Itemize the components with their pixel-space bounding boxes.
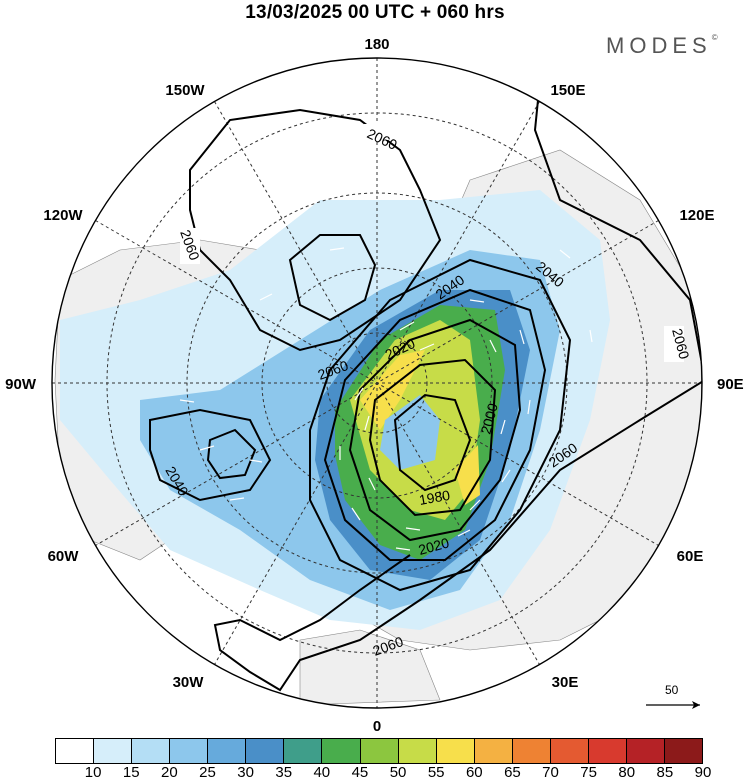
- contour-1960: [393, 393, 472, 492]
- contour-label: 1980: [418, 487, 452, 508]
- contour-2060-low: [288, 234, 377, 322]
- colorbar-tick-label: 70: [542, 764, 559, 781]
- colorbar-swatch: [170, 739, 209, 763]
- longitude-labels: 180 150E 120E 90E 60E 30E 0 30W 60W 90W …: [5, 36, 744, 735]
- colorbar-tick-label: 60: [465, 764, 483, 781]
- lon-label-60w: 60W: [48, 548, 80, 565]
- contour-2060-north: [213, 79, 702, 692]
- contour-2040-atlantic: [149, 408, 272, 502]
- wind-arrow: [339, 299, 531, 551]
- lon-label-150e: 150E: [550, 82, 585, 99]
- colorbar-swatch: [322, 739, 361, 763]
- colorbar-tick-label: 30: [237, 764, 254, 781]
- colorbar-tick-label: 90: [694, 764, 712, 781]
- colorbar-tick-label: 50: [389, 764, 407, 781]
- contour-2000: [348, 318, 522, 542]
- modes-logo: MODES©: [606, 33, 718, 59]
- colorbar-tick-label: 75: [580, 764, 597, 781]
- contour-1980: [368, 358, 497, 517]
- reference-vector: [646, 701, 700, 709]
- map-disc-content: [52, 58, 702, 708]
- reference-vector-label: 50: [665, 683, 679, 697]
- colorbar-tick-label: 35: [275, 764, 293, 781]
- colorbar-tick-label: 15: [122, 764, 140, 781]
- contour-label-bg: [364, 124, 400, 140]
- colorbar-swatch: [474, 739, 513, 763]
- reference-arrow-head: [692, 701, 700, 709]
- colorbar-swatch: [94, 739, 133, 763]
- lon-label-30e: 30E: [552, 674, 579, 691]
- colorbar: [55, 738, 703, 764]
- colorbar-swatch: [56, 739, 95, 763]
- lon-label-30w: 30W: [173, 674, 205, 691]
- contour-2060-pacific: [189, 108, 442, 352]
- colorbar-tick-label: 65: [504, 764, 521, 781]
- colorbar-tick-label: 85: [656, 764, 674, 781]
- contour-label-bg: [180, 228, 200, 264]
- colorbar-tick-label: 10: [84, 764, 102, 781]
- colorbar-swatch: [132, 739, 171, 763]
- contour-label: 2020: [417, 534, 451, 558]
- colorbar-tick-label: 45: [351, 764, 369, 781]
- colorbar-tick-label: 55: [427, 764, 445, 781]
- colorbar-swatch: [665, 739, 703, 763]
- contour-2040-main: [309, 258, 572, 592]
- lon-label-180: 180: [364, 36, 389, 53]
- contour-2020: [323, 288, 547, 561]
- colorbar-swatch: [588, 739, 627, 763]
- contour-label: 2060: [669, 327, 693, 361]
- lon-label-120e: 120E: [679, 207, 714, 224]
- meridian-120e-60w: [95, 220, 659, 546]
- lon-label-60e: 60E: [677, 548, 704, 565]
- lon-label-90e: 90E: [717, 376, 744, 393]
- colorbar-tick-label: 20: [161, 764, 178, 781]
- colorbar-tick-label: 40: [313, 764, 331, 781]
- colorbar-swatch: [626, 739, 665, 763]
- lon-label-120w: 120W: [43, 207, 83, 224]
- map-title: 13/03/2025 00 UTC + 060 hrs: [245, 2, 505, 23]
- map-border: [51, 57, 703, 709]
- wind-vectors: [179, 247, 593, 551]
- colorbar-swatch: [436, 739, 475, 763]
- contour-label-bg: [664, 326, 684, 362]
- copyright-mark: ©: [711, 33, 718, 42]
- colorbar-swatch: [512, 739, 551, 763]
- lon-label-0: 0: [373, 718, 381, 735]
- colorbar-tick-label: 25: [199, 764, 216, 781]
- colorbar-tick-label: 80: [618, 764, 636, 781]
- height-contours: [149, 79, 702, 692]
- contour-label: 2000: [477, 401, 501, 435]
- colorbar-swatch: [246, 739, 285, 763]
- contour-2040-inner: [206, 428, 257, 480]
- lon-label-150w: 150W: [165, 82, 205, 99]
- lon-label-90w: 90W: [5, 376, 37, 393]
- colorbar-swatch: [550, 739, 589, 763]
- wind-arrow: [364, 339, 506, 531]
- wind-arrow: [179, 247, 593, 501]
- colorbar-swatch: [284, 739, 323, 763]
- brand-name: MODES: [606, 33, 712, 58]
- colorbar-swatch: [360, 739, 399, 763]
- graticule: [52, 58, 702, 708]
- colorbar-labels: 10 15 20 25 30 35 40 45 50 55 60 65 70 75 80 85 90: [55, 764, 712, 782]
- colorbar-swatch: [208, 739, 247, 763]
- colorbar-swatch: [398, 739, 437, 763]
